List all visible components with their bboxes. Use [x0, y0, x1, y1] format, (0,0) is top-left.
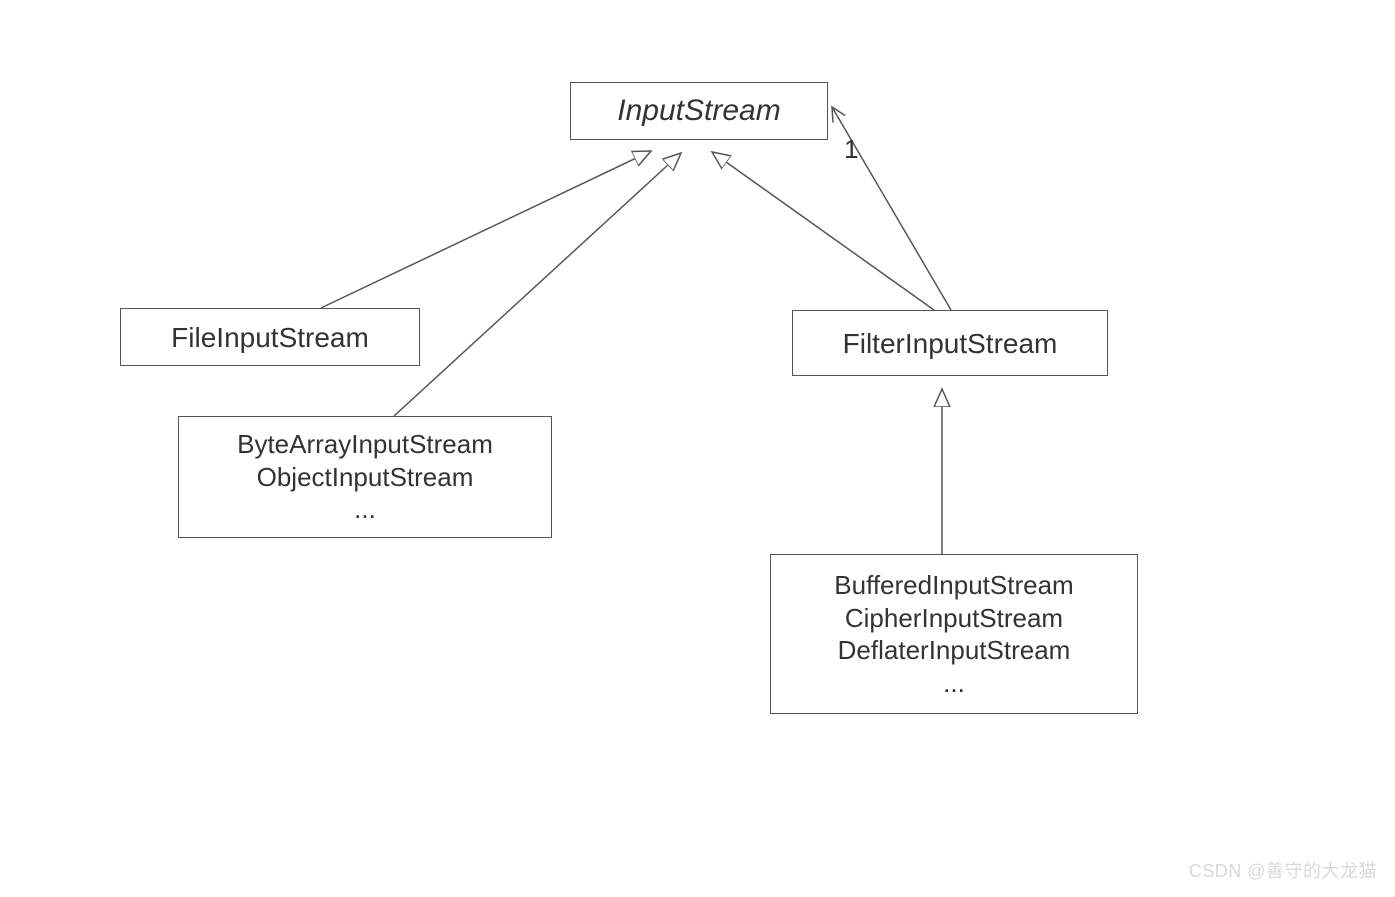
node-bytearray-group: ByteArrayInputStream ObjectInputStream .… [178, 416, 552, 538]
node-buffered-line-0: BufferedInputStream [834, 569, 1073, 602]
node-inputstream-label: InputStream [617, 92, 780, 130]
node-buffered-line-3: ... [943, 667, 965, 700]
node-buffered-line-2: DeflaterInputStream [838, 634, 1071, 667]
node-bytearray-line-2: ... [354, 493, 376, 526]
node-bytearray-line-1: ObjectInputStream [257, 461, 474, 494]
node-fileinputstream: FileInputStream [120, 308, 420, 366]
node-fileinputstream-label: FileInputStream [171, 320, 369, 355]
edge-filterinputstream-to-inputstream [712, 152, 934, 310]
node-buffered-group: BufferedInputStream CipherInputStream De… [770, 554, 1138, 714]
node-inputstream: InputStream [570, 82, 828, 140]
node-buffered-line-1: CipherInputStream [845, 602, 1063, 635]
watermark: CSDN @善守的大龙猫 [1189, 857, 1377, 883]
node-bytearray-line-0: ByteArrayInputStream [237, 428, 493, 461]
edge-label-multiplicity: 1 [844, 134, 858, 165]
edge-bytearraygroup-to-inputstream [394, 153, 681, 416]
node-filterinputstream: FilterInputStream [792, 310, 1108, 376]
node-filterinputstream-label: FilterInputStream [843, 326, 1058, 361]
edge-fileinputstream-to-inputstream [321, 151, 651, 308]
